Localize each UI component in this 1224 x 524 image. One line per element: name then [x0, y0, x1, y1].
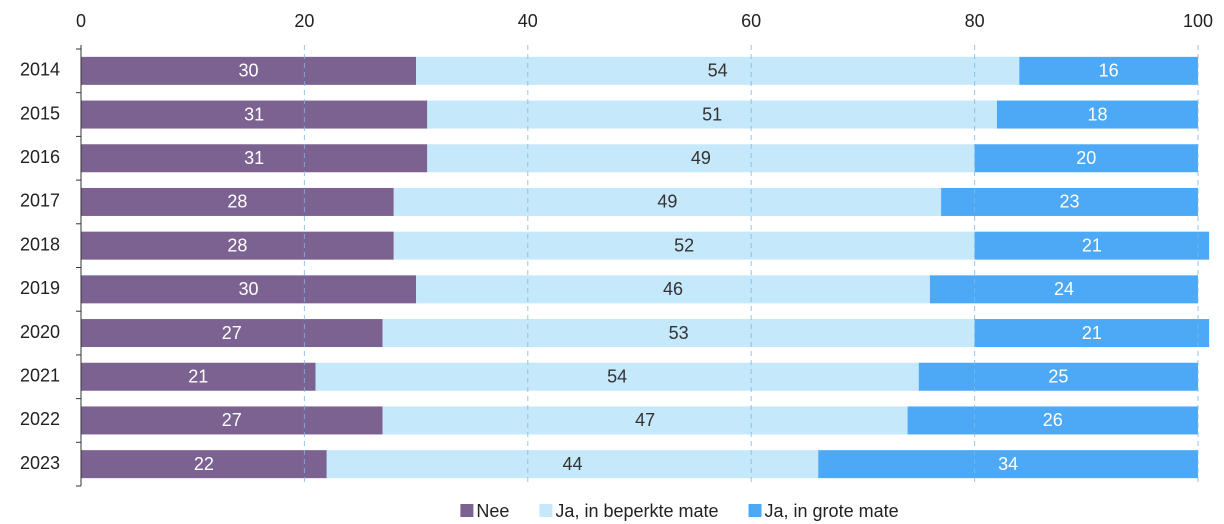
y-tick-label: 2017 [20, 191, 60, 211]
x-tick-label: 20 [294, 11, 314, 31]
data-label: 25 [1048, 367, 1068, 387]
data-label: 49 [657, 192, 677, 212]
data-label: 30 [239, 61, 259, 81]
data-label: 49 [691, 148, 711, 168]
data-label: 51 [702, 104, 722, 124]
y-tick-label: 2022 [20, 409, 60, 429]
bar-segment [81, 362, 316, 391]
x-tick-label: 80 [965, 11, 985, 31]
data-label: 26 [1043, 410, 1063, 430]
data-label: 20 [1076, 148, 1096, 168]
bar-segment [416, 56, 1020, 85]
data-label: 28 [227, 235, 247, 255]
data-label: 46 [663, 279, 683, 299]
data-label: 21 [1082, 323, 1102, 343]
data-label: 44 [562, 454, 582, 474]
data-label: 23 [1060, 192, 1080, 212]
bar-segment [393, 187, 942, 216]
legend-swatch [539, 504, 553, 517]
bar-segment [81, 319, 383, 348]
data-label: 27 [222, 323, 242, 343]
bar-segment [974, 231, 1210, 260]
data-label: 54 [708, 61, 728, 81]
bar-segment [427, 144, 975, 173]
data-label: 16 [1099, 61, 1119, 81]
bar-segment [918, 362, 1198, 391]
y-tick-label: 2023 [20, 453, 60, 473]
bar-segment [996, 100, 1198, 129]
y-tick-label: 2014 [20, 60, 60, 80]
y-tick-label: 2016 [20, 147, 60, 167]
data-label: 22 [194, 454, 214, 474]
bar-segment [941, 187, 1198, 216]
bar-segment [393, 231, 975, 260]
bar-segment [81, 406, 383, 435]
y-tick-label: 2015 [20, 103, 60, 123]
data-label: 27 [222, 410, 242, 430]
y-tick-label: 2018 [20, 234, 60, 254]
data-label: 21 [188, 367, 208, 387]
y-tick-label: 2021 [20, 366, 60, 386]
bar-segment [81, 275, 417, 304]
bar-segment [315, 362, 919, 391]
bar-segment [81, 100, 428, 129]
data-label: 54 [607, 367, 627, 387]
legend-swatch [460, 504, 474, 517]
bar-segment [81, 144, 428, 173]
bar-segment [382, 319, 975, 348]
bar-segment [81, 231, 394, 260]
x-tick-label: 100 [1183, 11, 1213, 31]
data-label: 28 [227, 192, 247, 212]
data-label: 31 [244, 148, 264, 168]
bar-segment [907, 406, 1198, 435]
y-tick-label: 2019 [20, 278, 60, 298]
legend-swatch [748, 504, 762, 517]
bar-segment [81, 450, 327, 479]
data-label: 53 [669, 323, 689, 343]
bar-segment [416, 275, 930, 304]
y-tick-label: 2020 [20, 322, 60, 342]
x-tick-label: 0 [76, 11, 86, 31]
data-label: 21 [1082, 235, 1102, 255]
bar-segment [81, 187, 394, 216]
bar-segment [1019, 56, 1198, 85]
data-label: 34 [998, 454, 1018, 474]
data-label: 52 [674, 235, 694, 255]
bar-segment [81, 56, 417, 85]
data-label: 31 [244, 104, 264, 124]
bar-segment [427, 100, 997, 129]
legend-label: Nee [476, 501, 509, 521]
bar-segment [818, 450, 1198, 479]
bar-segment [974, 144, 1198, 173]
bar-segment [974, 319, 1210, 348]
bar-segment [326, 450, 819, 479]
x-tick-label: 40 [518, 11, 538, 31]
legend: Nee Ja, in beperkte mate Ja, in grote mate [460, 501, 899, 521]
legend-label: Ja, in beperkte mate [555, 501, 718, 521]
data-label: 30 [239, 279, 259, 299]
data-label: 47 [635, 410, 655, 430]
bar-segment [382, 406, 908, 435]
data-label: 24 [1054, 279, 1074, 299]
x-tick-label: 60 [741, 11, 761, 31]
legend-label: Ja, in grote mate [765, 501, 899, 521]
data-label: 18 [1087, 104, 1107, 124]
